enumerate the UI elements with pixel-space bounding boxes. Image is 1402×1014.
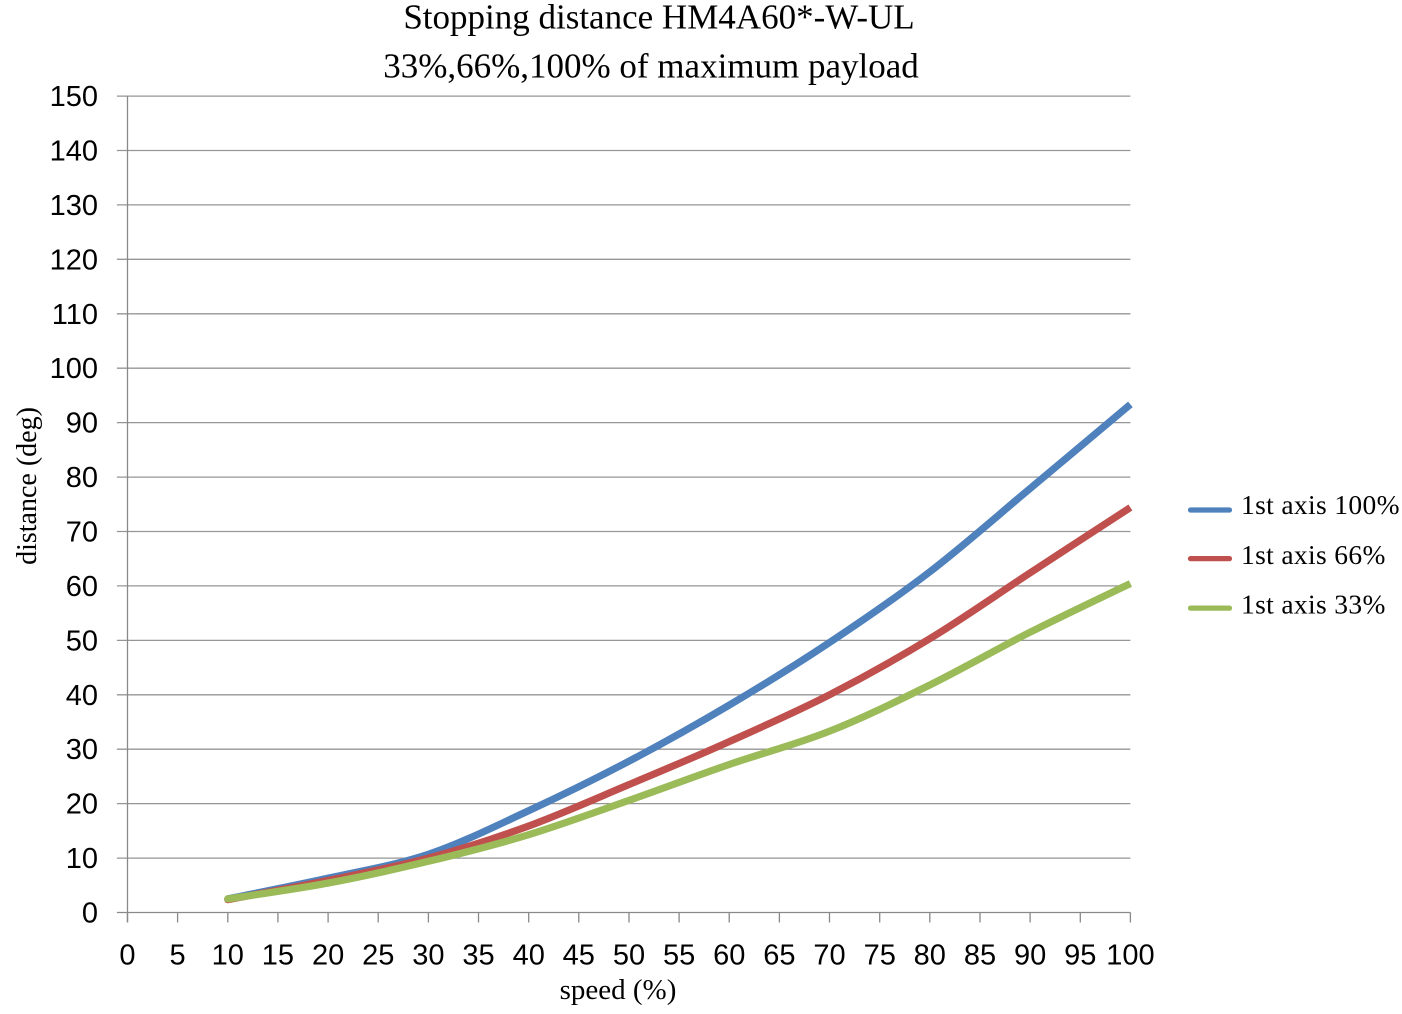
- svg-text:20: 20: [66, 789, 98, 821]
- svg-text:100: 100: [1106, 939, 1154, 971]
- svg-text:95: 95: [1064, 939, 1096, 971]
- svg-text:40: 40: [66, 680, 98, 712]
- svg-text:5: 5: [170, 939, 186, 971]
- svg-text:40: 40: [513, 939, 545, 971]
- svg-text:25: 25: [362, 939, 394, 971]
- svg-text:70: 70: [66, 517, 98, 549]
- svg-text:50: 50: [613, 939, 645, 971]
- svg-text:1st axis 100%: 1st axis 100%: [1241, 489, 1400, 520]
- svg-text:70: 70: [813, 939, 845, 971]
- svg-text:100: 100: [50, 353, 98, 385]
- svg-text:80: 80: [66, 462, 98, 494]
- svg-text:35: 35: [462, 939, 494, 971]
- svg-text:150: 150: [50, 81, 98, 113]
- svg-text:130: 130: [50, 190, 98, 222]
- svg-text:75: 75: [864, 939, 896, 971]
- svg-text:80: 80: [914, 939, 946, 971]
- svg-text:33%,66%,100% of maximum payloa: 33%,66%,100% of maximum payload: [383, 47, 919, 86]
- svg-text:distance (deg): distance (deg): [12, 407, 43, 565]
- svg-text:10: 10: [66, 843, 98, 875]
- svg-text:speed (%): speed (%): [560, 974, 677, 1006]
- svg-text:Stopping distance HM4A60*-W-UL: Stopping distance HM4A60*-W-UL: [403, 0, 914, 36]
- svg-text:0: 0: [82, 898, 98, 930]
- svg-text:50: 50: [66, 625, 98, 657]
- svg-text:1st axis 66%: 1st axis 66%: [1241, 539, 1386, 570]
- svg-text:45: 45: [563, 939, 595, 971]
- svg-text:90: 90: [1014, 939, 1046, 971]
- svg-text:85: 85: [964, 939, 996, 971]
- svg-text:65: 65: [763, 939, 795, 971]
- svg-text:140: 140: [50, 136, 98, 168]
- svg-text:15: 15: [262, 939, 294, 971]
- svg-text:90: 90: [66, 408, 98, 440]
- svg-text:30: 30: [412, 939, 444, 971]
- svg-text:120: 120: [50, 244, 98, 276]
- svg-text:20: 20: [312, 939, 344, 971]
- svg-text:55: 55: [663, 939, 695, 971]
- svg-text:1st axis 33%: 1st axis 33%: [1241, 589, 1386, 620]
- svg-text:60: 60: [713, 939, 745, 971]
- svg-text:10: 10: [212, 939, 244, 971]
- svg-text:110: 110: [52, 299, 98, 331]
- svg-text:30: 30: [66, 734, 98, 766]
- svg-text:0: 0: [119, 939, 135, 971]
- svg-text:60: 60: [66, 571, 98, 603]
